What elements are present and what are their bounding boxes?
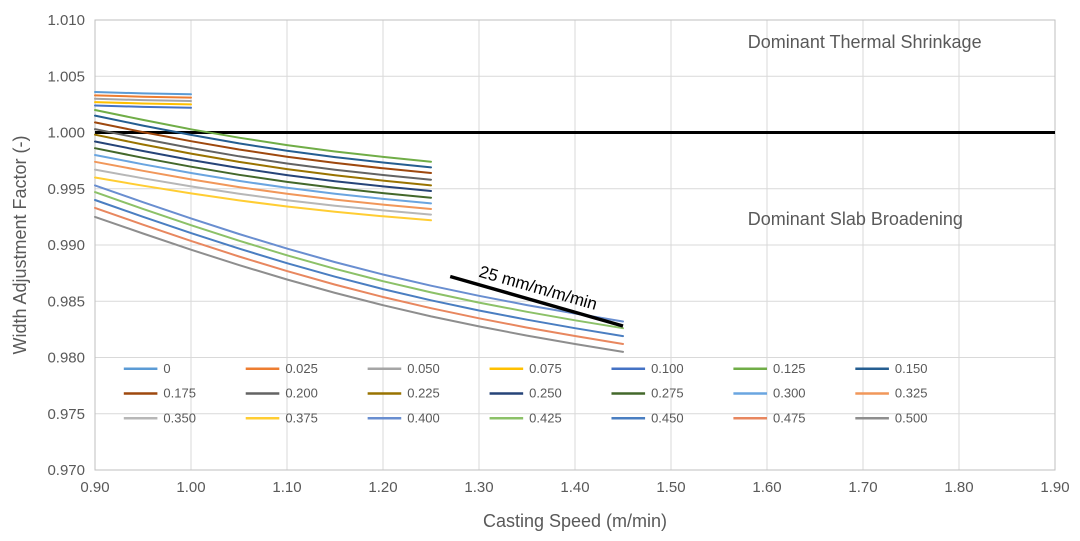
x-tick-label: 1.30 [464, 479, 493, 496]
legend-label: 0.050 [407, 361, 440, 376]
y-tick-label: 1.005 [47, 68, 85, 85]
x-tick-label: 1.40 [560, 479, 589, 496]
annotation-broadening: Dominant Slab Broadening [748, 209, 963, 229]
chart-bg [0, 0, 1080, 541]
x-tick-label: 1.20 [368, 479, 397, 496]
legend-label: 0.200 [285, 386, 318, 401]
legend-label: 0.025 [285, 361, 318, 376]
legend-label: 0.400 [407, 410, 440, 425]
x-tick-label: 1.50 [656, 479, 685, 496]
legend-label: 0.250 [529, 386, 562, 401]
legend-label: 0.475 [773, 410, 806, 425]
legend-label: 0.225 [407, 386, 440, 401]
y-tick-label: 1.000 [47, 125, 85, 142]
y-tick-label: 0.985 [47, 293, 85, 310]
line-chart: 0.90 1.00 1.10 1.20 1.30 1.40 1.50 1.60 1.70 1.80… [0, 0, 1080, 541]
chart-container: 0.90 1.00 1.10 1.20 1.30 1.40 1.50 1.60 1.70 1.80… [0, 0, 1080, 541]
legend-label: 0.175 [163, 386, 196, 401]
legend-label: 0.075 [529, 361, 562, 376]
legend-label: 0.425 [529, 410, 562, 425]
legend-label: 0.300 [773, 386, 806, 401]
y-tick-label: 0.980 [47, 350, 85, 367]
y-tick-label: 0.970 [47, 462, 85, 479]
y-tick-label: 0.975 [47, 406, 85, 423]
x-tick-label: 1.60 [752, 479, 781, 496]
legend-label: 0.100 [651, 361, 684, 376]
legend-label: 0.450 [651, 410, 684, 425]
x-tick-label: 1.80 [944, 479, 973, 496]
legend-label: 0.500 [895, 410, 928, 425]
y-tick-label: 0.990 [47, 237, 85, 254]
x-tick-label: 1.10 [272, 479, 301, 496]
legend-label: 0.350 [163, 410, 196, 425]
x-tick-label: 1.90 [1040, 479, 1069, 496]
x-axis-label: Casting Speed (m/min) [483, 511, 667, 531]
y-axis-label: Width Adjustment Factor (-) [10, 135, 30, 354]
x-tick-label: 0.90 [80, 479, 109, 496]
x-tick-label: 1.70 [848, 479, 877, 496]
legend-label: 0.275 [651, 386, 684, 401]
y-tick-label: 1.010 [47, 12, 85, 29]
legend-label: 0.325 [895, 386, 928, 401]
legend-label: 0 [163, 361, 170, 376]
x-tick-label: 1.00 [176, 479, 205, 496]
annotation-thermal: Dominant Thermal Shrinkage [748, 32, 982, 52]
legend-label: 0.375 [285, 410, 318, 425]
y-tick-label: 0.995 [47, 181, 85, 198]
legend-label: 0.125 [773, 361, 806, 376]
legend-label: 0.150 [895, 361, 928, 376]
